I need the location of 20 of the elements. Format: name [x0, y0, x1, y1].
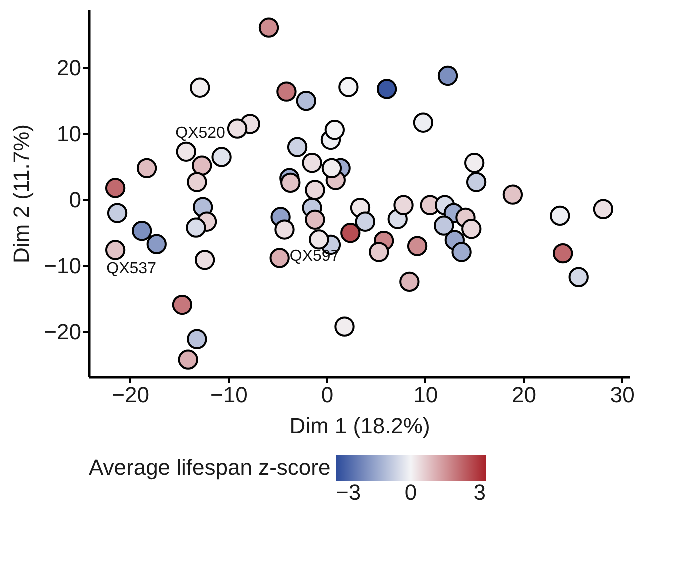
- y-tick-label: −20: [44, 320, 82, 345]
- x-tick-label: 0: [321, 382, 334, 408]
- y-axis-title: Dim 2 (11.7%): [9, 124, 34, 264]
- annotation: QX597: [290, 248, 340, 266]
- y-tick-label: 20: [57, 56, 82, 81]
- color-bar-label: 0: [404, 480, 418, 505]
- x-axis-title: Dim 1 (18.2%): [290, 414, 430, 438]
- y-tick-label: 0: [69, 188, 82, 213]
- x-tick-label: −10: [210, 382, 248, 408]
- x-tick-label: 20: [512, 382, 537, 408]
- y-tick-label: −10: [44, 254, 82, 279]
- annotation: QX520: [176, 124, 226, 142]
- annotation: QX537: [106, 260, 157, 278]
- color-bar-label: −3: [336, 480, 362, 505]
- color-bar-label: 3: [474, 480, 486, 505]
- color-bar-title: Average lifespan z-score: [89, 455, 331, 480]
- x-tick-label: 30: [610, 382, 635, 408]
- y-tick-label: 10: [57, 122, 82, 147]
- x-tick-label: −20: [112, 382, 150, 408]
- x-tick-label: 10: [414, 382, 438, 408]
